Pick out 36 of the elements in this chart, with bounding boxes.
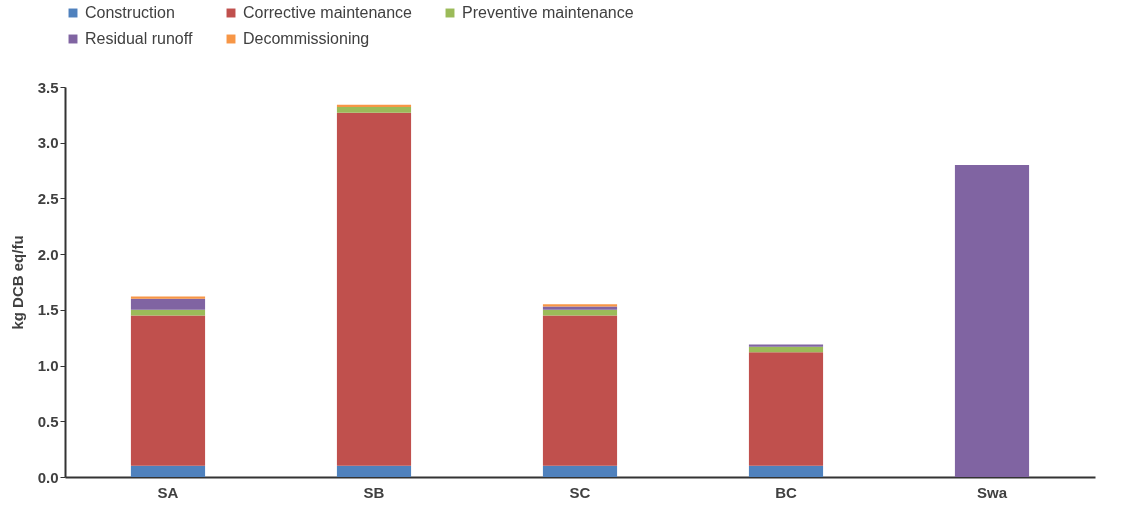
bar <box>748 465 824 477</box>
bar <box>130 465 206 477</box>
bar <box>336 465 412 477</box>
bar <box>130 309 206 316</box>
bar <box>954 165 1030 477</box>
bar <box>336 112 412 466</box>
y-axis-title: kg DCB eq/fu <box>8 235 26 330</box>
legend-label: Decommissioning <box>243 30 370 47</box>
bar <box>542 309 618 316</box>
bar <box>130 296 206 299</box>
legend-label: Residual runoff <box>85 30 193 47</box>
bar <box>336 107 412 113</box>
x-tick-label: SC <box>569 483 591 501</box>
bar <box>542 315 618 466</box>
y-tick-label: 3.5 <box>37 78 59 96</box>
y-tick-label: 0.0 <box>37 468 59 486</box>
bar <box>748 352 824 466</box>
bar <box>748 344 824 347</box>
legend-label: Corrective maintenance <box>243 4 413 21</box>
bar <box>130 298 206 310</box>
x-tick-label: Swa <box>976 483 1008 501</box>
y-tick-label: 3.0 <box>37 134 59 152</box>
y-tick-label: 2.5 <box>37 189 59 207</box>
y-tick-label: 1.0 <box>37 357 59 375</box>
x-tick-label: BC <box>775 483 797 501</box>
x-tick-label: SA <box>157 483 179 501</box>
bar <box>130 315 206 466</box>
legend-label: Construction <box>85 4 175 21</box>
bar <box>748 346 824 353</box>
y-tick-label: 2.0 <box>37 245 59 263</box>
bar <box>336 104 412 108</box>
y-tick-label: 1.5 <box>37 301 59 319</box>
legend-label: Preventive maintenance <box>462 4 634 21</box>
bar <box>542 465 618 477</box>
x-tick-label: SB <box>363 483 385 501</box>
y-tick-label: 0.5 <box>37 412 59 430</box>
